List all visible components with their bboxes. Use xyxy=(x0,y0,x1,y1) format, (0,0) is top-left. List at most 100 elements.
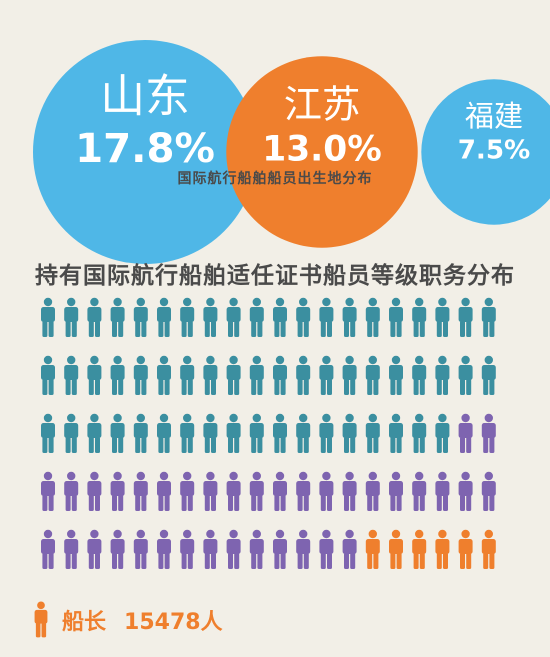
person-icon xyxy=(365,297,380,337)
person-icon xyxy=(389,413,403,453)
person-icon xyxy=(342,355,357,395)
person-icon xyxy=(319,355,334,395)
person-icon xyxy=(249,355,264,395)
person-icon xyxy=(273,413,287,453)
person-icon xyxy=(412,471,427,511)
person-icon xyxy=(203,413,218,453)
person-icon xyxy=(458,471,473,511)
person-icon xyxy=(226,297,241,337)
person-icon xyxy=(365,471,380,511)
person-icon xyxy=(249,529,264,569)
person-icon xyxy=(249,413,264,453)
person-icon xyxy=(41,413,55,453)
person-icon xyxy=(87,471,102,511)
bubble-value: 13.0% xyxy=(262,130,381,170)
person-icon xyxy=(87,413,102,453)
person-icon xyxy=(296,529,311,569)
person-icon xyxy=(133,529,148,569)
person-icon xyxy=(296,413,311,453)
person-icon xyxy=(110,471,125,511)
person-icon xyxy=(110,297,125,337)
pictogram-grid xyxy=(41,297,496,569)
person-icon xyxy=(319,297,334,337)
person-icon xyxy=(180,297,195,337)
person-icon xyxy=(458,297,473,337)
person-icon xyxy=(412,529,427,569)
person-icon xyxy=(319,529,334,569)
person-icon xyxy=(180,529,195,569)
person-icon xyxy=(180,355,195,395)
person-icon xyxy=(412,355,427,395)
person-icon xyxy=(435,297,450,337)
person-icon xyxy=(249,297,264,337)
person-icon xyxy=(296,355,311,395)
person-icon xyxy=(203,355,218,395)
legend-value: 15478人 xyxy=(124,610,223,635)
person-icon xyxy=(296,471,311,511)
person-icon xyxy=(226,413,241,453)
person-icon xyxy=(273,355,287,395)
person-icon xyxy=(203,529,218,569)
person-icon xyxy=(133,297,148,337)
legend: 船长 15478人 xyxy=(30,594,223,646)
bubble-3 xyxy=(421,79,550,225)
person-icon xyxy=(273,471,287,511)
bubble-label: 山东 xyxy=(100,70,190,123)
person-icon xyxy=(133,413,148,453)
person-icon xyxy=(41,529,55,569)
person-icon xyxy=(435,471,450,511)
person-icon xyxy=(87,355,102,395)
person-icon xyxy=(342,471,357,511)
person-icon xyxy=(481,471,496,511)
person-icon xyxy=(180,471,195,511)
person-icon xyxy=(296,297,311,337)
person-icon xyxy=(273,529,287,569)
person-icon xyxy=(157,413,171,453)
person-icon xyxy=(226,529,241,569)
person-icon xyxy=(226,471,241,511)
person-icon xyxy=(249,471,264,511)
person-icon xyxy=(389,355,403,395)
person-icon xyxy=(412,413,427,453)
person-icon xyxy=(110,355,125,395)
person-icon xyxy=(157,355,171,395)
person-icon xyxy=(203,297,218,337)
bubble-2 xyxy=(226,56,418,248)
person-icon xyxy=(64,529,79,569)
person-icon xyxy=(365,355,380,395)
person-icon xyxy=(87,529,102,569)
bubble-value: 7.5% xyxy=(458,136,531,166)
person-icon xyxy=(412,297,427,337)
person-icon xyxy=(273,297,287,337)
bubble-label: 江苏 xyxy=(284,83,361,128)
person-icon xyxy=(203,471,218,511)
person-icon xyxy=(133,471,148,511)
rank-chart-title: 持有国际航行船舶适任证书船员等级职务分布 xyxy=(35,263,515,289)
person-icon xyxy=(342,413,357,453)
person-icon xyxy=(435,413,450,453)
person-icon xyxy=(365,413,380,453)
origin-chart-caption: 国际航行船舶船员出生地分布 xyxy=(177,171,373,187)
person-icon xyxy=(365,529,380,569)
person-icon xyxy=(110,529,125,569)
person-icon xyxy=(389,471,403,511)
bubble-value: 17.8% xyxy=(75,125,215,172)
person-icon xyxy=(110,413,125,453)
person-icon xyxy=(481,413,496,453)
person-icon xyxy=(41,297,55,337)
person-icon xyxy=(458,413,473,453)
person-icon xyxy=(180,413,195,453)
legend-label: 船长 xyxy=(62,610,107,635)
person-icon xyxy=(481,355,496,395)
person-icon xyxy=(481,529,496,569)
person-icon xyxy=(133,355,148,395)
person-icon xyxy=(157,471,171,511)
person-icon xyxy=(319,471,334,511)
person-icon xyxy=(458,355,473,395)
person-icon xyxy=(458,529,473,569)
person-icon xyxy=(389,297,403,337)
person-icon xyxy=(64,355,79,395)
bubble-label: 福建 xyxy=(465,99,523,133)
person-icon xyxy=(435,355,450,395)
